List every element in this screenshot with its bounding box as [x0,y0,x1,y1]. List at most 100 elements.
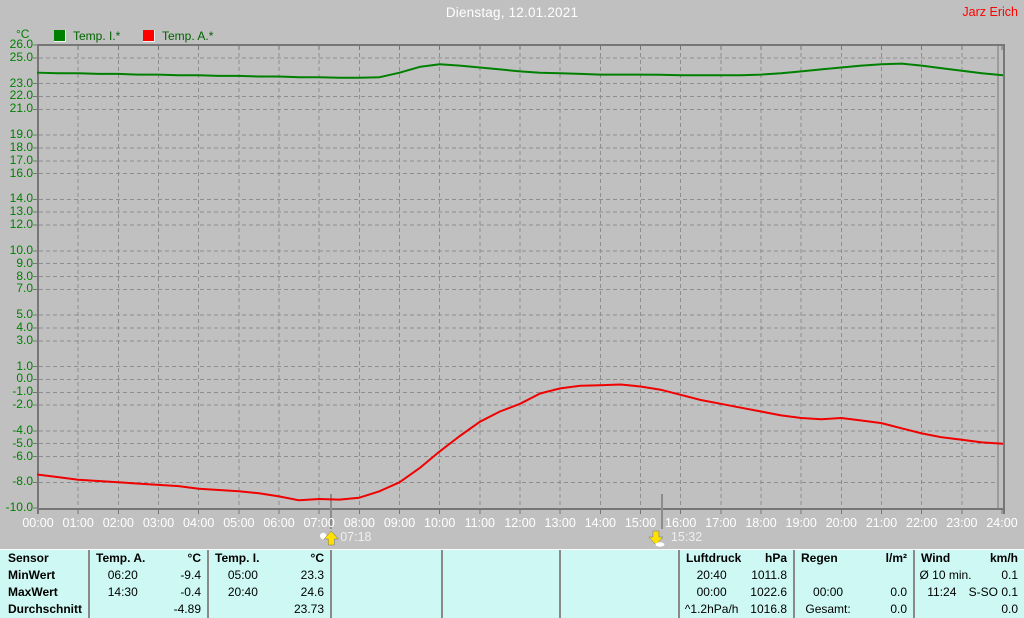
x-axis-label: 09:00 [383,516,416,530]
y-axis-label: 25.0 [9,49,33,64]
group-row [561,601,678,618]
x-axis-label: 04:00 [183,516,215,530]
group-row: 00:00 1022.6 [680,584,793,601]
y-axis-label: -10.0 [5,500,33,514]
group-row [561,584,678,601]
y-axis-label: -2.0 [12,397,33,412]
temp-i-swatch [54,29,66,42]
x-axis-label: 06:00 [263,516,295,530]
y-axis-label: 9.0 [16,255,33,270]
row-value: 23.73 [293,602,324,616]
group-header: Luftdruck hPa [680,550,793,567]
row-label: Sensor [8,551,49,565]
row-value [627,584,678,601]
group-row [332,601,441,618]
group-row: 20:40 1011.8 [680,567,793,584]
row-time [332,567,393,584]
row-value [508,567,559,584]
y-axis-label: 21.0 [9,101,33,116]
y-axis-label: 8.0 [16,268,33,283]
y-axis-unit: °C [16,27,30,41]
x-axis-label: 02:00 [102,516,134,530]
sunset-arrow-icon [648,530,664,546]
group-row: 0.0 [915,601,1024,618]
row-value: 0.0 [1001,602,1018,616]
legend-label-temp-a: Temp. A.* [162,28,214,43]
y-axis-label: -4.0 [12,422,33,437]
sensor-group-temp-i-: Temp. I. °C 05:00 23.3 20:40 24.6 23.73 [207,550,330,618]
legend-item-temp-i: Temp. I.* [54,29,120,43]
x-axis-label: 19:00 [785,516,817,530]
group-row: 05:00 23.3 [209,567,330,584]
row-time [561,567,627,584]
group-row: 00:00 0.0 [795,584,913,601]
x-axis-label: 01:00 [62,516,94,530]
group-name: Wind [921,551,951,565]
group-unit: l/m² [885,551,907,565]
group-header [443,550,559,567]
y-axis-label: -1.0 [12,384,33,399]
row-value: 0.0 [890,602,907,616]
x-axis-label: 24:00 [986,516,1018,530]
group-row [443,567,559,584]
row-value: 0.0 [890,585,907,599]
row-time: 00:00 [696,585,727,599]
y-axis-label: 13.0 [9,204,33,219]
row-time: Ø 10 min. [919,568,972,582]
row-value [861,567,913,584]
sunrise-sun-icon [320,532,327,540]
y-axis-label: 16.0 [9,165,33,180]
group-row: 20:40 24.6 [209,584,330,601]
group-row: 23.73 [209,601,330,618]
sunrise-arrow-icon [323,530,339,546]
row-time: 20:40 [227,585,258,599]
x-axis-label: 16:00 [665,516,697,530]
y-axis-label: 12.0 [9,217,33,232]
group-unit: hPa [764,551,787,565]
x-axis-label: 17:00 [705,516,737,530]
y-axis-label: 17.0 [9,152,33,167]
group-row: 11:24 S-SO 0.1 [915,584,1024,601]
row-time [561,601,627,618]
x-axis-label: 20:00 [825,516,857,530]
y-axis-label: 5.0 [16,307,33,322]
y-axis-label: 22.0 [9,88,33,103]
sensor-label-column: Sensor MinWert MaxWert Durchschnitt [0,550,88,618]
group-header [561,550,678,567]
x-axis-label: 21:00 [865,516,898,530]
x-axis-label: 23:00 [946,516,978,530]
group-row [795,567,913,584]
row-time: 06:20 [107,568,138,582]
series-line-temp-a [36,383,1004,502]
sensor-group-regen: Regen l/m² 00:00 0.0 Gesamt: 0.0 [793,550,913,618]
row-value: -0.4 [180,585,201,599]
y-axis-label: 3.0 [16,332,33,347]
row-time [443,584,508,601]
group-row: -4.89 [90,601,207,618]
x-axis-label: 03:00 [142,516,175,530]
group-row: ^1.2hPa/h 1016.8 [680,601,793,618]
x-axis-label: 05:00 [223,516,255,530]
sunset-ground-icon [655,542,665,547]
row-time: 00:00 [813,585,844,599]
group-name: Temp. I. [215,551,260,565]
y-axis-label: 18.0 [9,139,33,154]
x-axis-label: 12:00 [504,516,536,530]
y-axis-label: -8.0 [12,474,33,489]
group-row: Ø 10 min. 0.1 [915,567,1024,584]
row-time: ^1.2hPa/h [684,602,739,616]
sensor-group-wind: Wind km/h Ø 10 min. 0.1 11:24 S-SO 0.1 0.0 [913,550,1024,618]
y-axis-label: 19.0 [9,127,33,142]
group-header: Regen l/m² [795,550,913,567]
row-value: 23.3 [300,568,324,582]
group-header: Temp. I. °C [209,550,330,567]
sunrise-time-label: 07:18 [340,530,372,544]
row-label: MinWert [8,568,56,582]
sensor-group-empty [330,550,441,618]
group-unit: km/h [989,551,1018,565]
row-value [627,567,678,584]
row-value: S-SO 0.1 [968,585,1018,599]
row-time: 05:00 [227,568,258,582]
row-value: 1022.6 [750,585,787,599]
